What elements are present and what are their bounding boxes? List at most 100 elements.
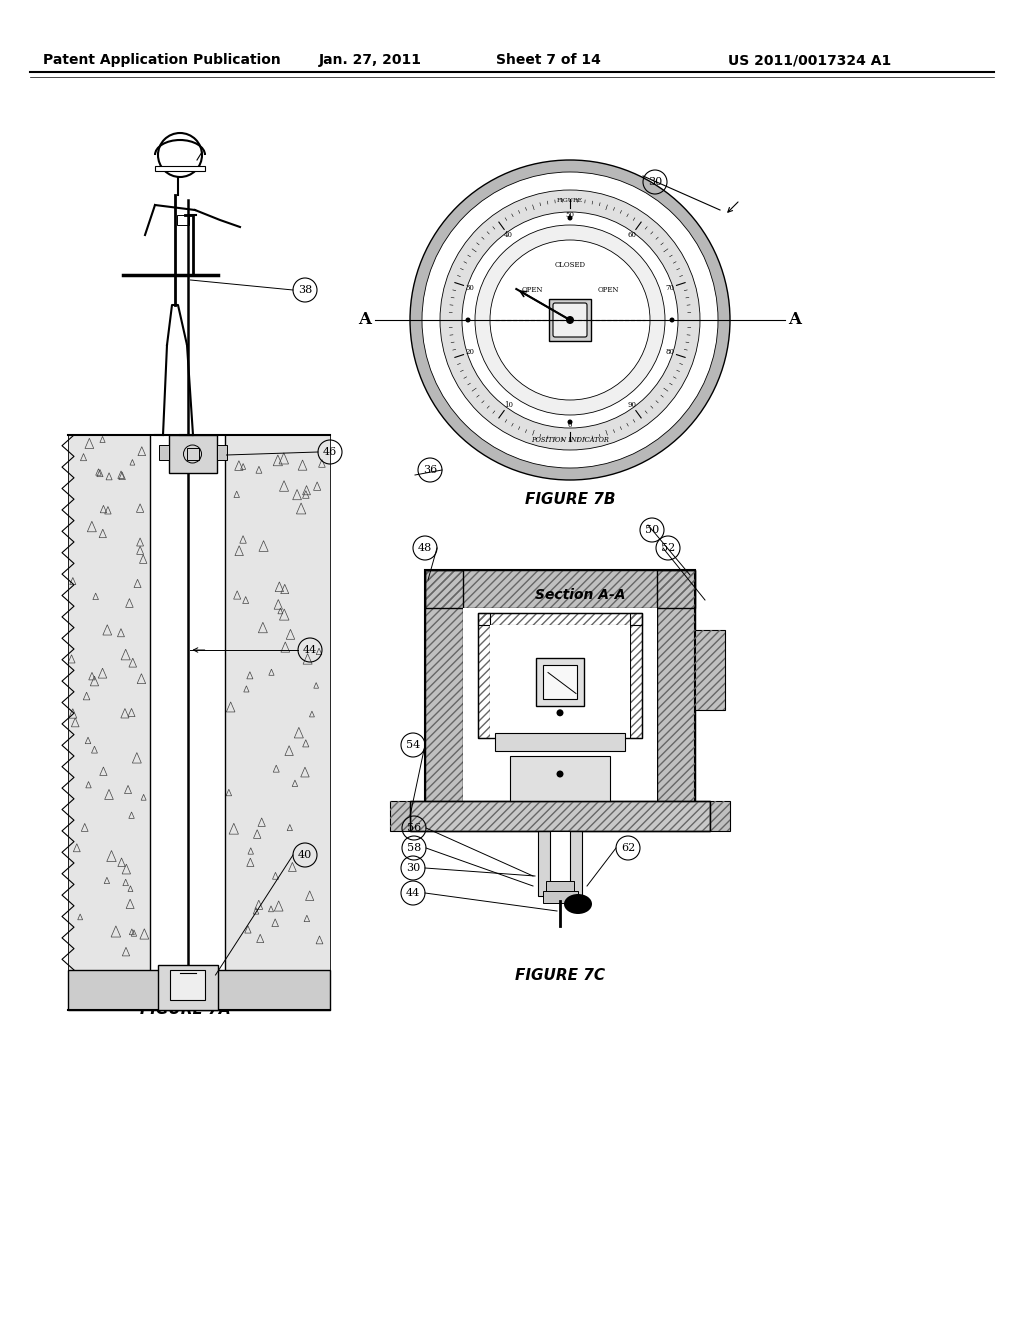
Text: 70: 70 xyxy=(666,284,675,292)
Bar xyxy=(543,891,578,903)
Bar xyxy=(150,436,225,970)
Bar xyxy=(478,612,642,738)
Text: FIGURE 7B: FIGURE 7B xyxy=(524,492,615,507)
Text: 20: 20 xyxy=(466,348,475,356)
Bar xyxy=(410,801,710,832)
Bar xyxy=(495,733,625,751)
Text: 60: 60 xyxy=(628,231,636,239)
Text: 54: 54 xyxy=(406,741,420,750)
Text: 90: 90 xyxy=(628,401,636,409)
Circle shape xyxy=(475,224,665,414)
Text: A: A xyxy=(788,312,802,329)
Bar xyxy=(159,445,169,459)
Bar xyxy=(186,447,199,459)
Text: 30: 30 xyxy=(406,863,420,873)
Circle shape xyxy=(567,420,572,425)
Bar xyxy=(425,570,695,609)
Circle shape xyxy=(670,318,675,322)
Text: CLOSED: CLOSED xyxy=(555,261,586,269)
Text: 30: 30 xyxy=(466,284,474,292)
Text: 44: 44 xyxy=(303,645,317,655)
FancyBboxPatch shape xyxy=(553,304,587,337)
Bar xyxy=(657,570,695,830)
Text: FIGURE 7C: FIGURE 7C xyxy=(515,968,605,982)
Text: 58: 58 xyxy=(407,843,421,853)
Bar xyxy=(710,801,730,832)
Bar xyxy=(155,166,205,172)
Text: POSITION INDICATOR: POSITION INDICATOR xyxy=(531,436,609,444)
Text: Jan. 27, 2011: Jan. 27, 2011 xyxy=(318,53,422,67)
Bar xyxy=(536,657,584,705)
Bar xyxy=(463,609,657,830)
Text: Patent Application Publication: Patent Application Publication xyxy=(43,53,281,67)
Circle shape xyxy=(440,190,700,450)
Bar xyxy=(216,445,226,459)
Bar xyxy=(543,664,577,698)
Bar xyxy=(158,965,217,1010)
Ellipse shape xyxy=(564,894,592,913)
Bar xyxy=(710,801,730,832)
Bar xyxy=(425,570,695,609)
Bar xyxy=(549,300,591,341)
Text: 52: 52 xyxy=(660,543,675,553)
Text: OPEN: OPEN xyxy=(597,286,618,294)
Bar xyxy=(695,630,725,710)
Bar xyxy=(177,215,189,224)
Text: 50: 50 xyxy=(645,525,659,535)
Bar xyxy=(478,612,642,624)
Text: 80: 80 xyxy=(666,348,675,356)
Text: FIGURE: FIGURE xyxy=(557,198,583,202)
Text: OPEN: OPEN xyxy=(521,286,543,294)
Bar xyxy=(490,624,630,738)
Bar xyxy=(169,436,216,473)
Bar xyxy=(478,612,642,624)
Text: US 2011/0017324 A1: US 2011/0017324 A1 xyxy=(728,53,892,67)
Text: 36: 36 xyxy=(423,465,437,475)
Text: 10: 10 xyxy=(504,401,513,409)
Circle shape xyxy=(566,315,574,323)
Bar xyxy=(630,612,642,738)
Bar xyxy=(546,880,574,894)
Text: 50: 50 xyxy=(565,211,574,219)
Text: A: A xyxy=(358,312,372,329)
Text: Section A-A: Section A-A xyxy=(535,587,626,602)
Text: 30: 30 xyxy=(648,177,663,187)
Bar xyxy=(538,832,582,896)
Bar xyxy=(695,630,725,710)
Text: FIGURE 7A: FIGURE 7A xyxy=(139,1002,230,1018)
Text: 48: 48 xyxy=(418,543,432,553)
Bar xyxy=(425,570,463,830)
Text: 40: 40 xyxy=(298,850,312,861)
Bar xyxy=(410,801,710,832)
Text: 38: 38 xyxy=(298,285,312,294)
Bar xyxy=(225,436,330,970)
Bar xyxy=(657,570,695,830)
Bar xyxy=(510,756,610,801)
Text: 40: 40 xyxy=(504,231,513,239)
Bar xyxy=(478,612,490,738)
Bar xyxy=(68,436,150,970)
Bar xyxy=(425,570,463,830)
Circle shape xyxy=(466,318,470,322)
Circle shape xyxy=(556,771,563,777)
Text: 44: 44 xyxy=(406,888,420,898)
Bar xyxy=(390,801,410,832)
Text: 62: 62 xyxy=(621,843,635,853)
Text: 56: 56 xyxy=(407,822,421,833)
Circle shape xyxy=(556,709,563,717)
Bar xyxy=(478,612,490,738)
Bar xyxy=(630,612,642,738)
Circle shape xyxy=(567,215,572,220)
Bar xyxy=(68,970,330,1010)
Bar xyxy=(410,801,710,832)
Circle shape xyxy=(490,240,650,400)
Text: 46: 46 xyxy=(323,447,337,457)
Text: Sheet 7 of 14: Sheet 7 of 14 xyxy=(496,53,600,67)
Bar xyxy=(425,570,695,830)
Bar xyxy=(170,970,205,1001)
Text: 0: 0 xyxy=(567,421,572,429)
Circle shape xyxy=(462,213,678,428)
Circle shape xyxy=(410,160,730,480)
Bar xyxy=(550,832,570,896)
Bar xyxy=(390,801,410,832)
